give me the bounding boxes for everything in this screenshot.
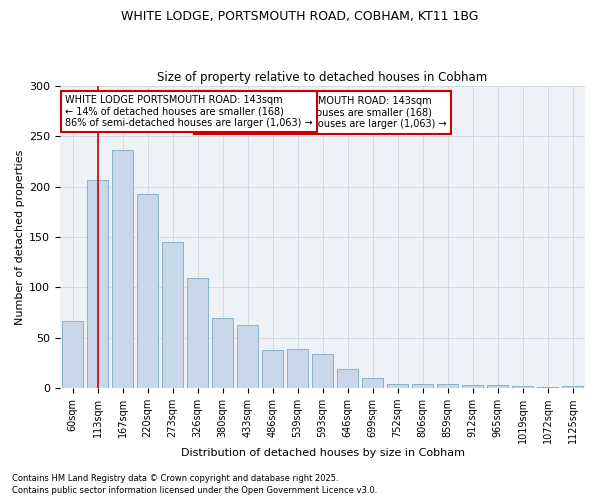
Bar (512, 386, 533, 388)
X-axis label: Distribution of detached houses by size in Cobham: Distribution of detached houses by size … (181, 448, 464, 458)
Bar (187, 278, 208, 388)
Bar (387, 384, 408, 388)
Bar (312, 354, 333, 388)
Bar (462, 385, 483, 388)
Bar (212, 318, 233, 388)
Text: Contains HM Land Registry data © Crown copyright and database right 2025.
Contai: Contains HM Land Registry data © Crown c… (12, 474, 377, 495)
Text: WHITE LODGE PORTSMOUTH ROAD: 143sqm
← 14% of detached houses are smaller (168)
8: WHITE LODGE PORTSMOUTH ROAD: 143sqm ← 14… (199, 96, 446, 130)
Title: Size of property relative to detached houses in Cobham: Size of property relative to detached ho… (157, 70, 488, 84)
Bar (287, 349, 308, 388)
Bar (62, 320, 83, 388)
Bar (362, 378, 383, 388)
Bar (337, 369, 358, 388)
Bar (537, 387, 558, 388)
Bar (162, 242, 183, 388)
Bar (87, 180, 108, 388)
Bar (487, 385, 508, 388)
Bar (262, 350, 283, 388)
Text: WHITE LODGE PORTSMOUTH ROAD: 143sqm
← 14% of detached houses are smaller (168)
8: WHITE LODGE PORTSMOUTH ROAD: 143sqm ← 14… (65, 95, 313, 128)
Bar (412, 384, 433, 388)
Bar (112, 150, 133, 388)
Bar (237, 324, 258, 388)
Bar (562, 386, 583, 388)
Y-axis label: Number of detached properties: Number of detached properties (15, 150, 25, 325)
Text: WHITE LODGE, PORTSMOUTH ROAD, COBHAM, KT11 1BG: WHITE LODGE, PORTSMOUTH ROAD, COBHAM, KT… (121, 10, 479, 23)
Bar (437, 384, 458, 388)
Bar (137, 194, 158, 388)
